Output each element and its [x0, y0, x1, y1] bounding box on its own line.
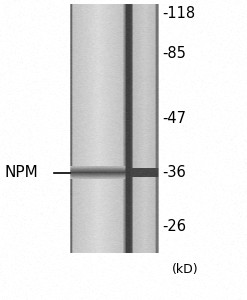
Text: -36: -36 [162, 165, 185, 180]
Text: -26: -26 [162, 219, 186, 234]
Text: (kD): (kD) [172, 263, 198, 277]
Text: NPM: NPM [5, 165, 39, 180]
Text: -85: -85 [162, 46, 186, 61]
Text: -118: -118 [162, 6, 195, 21]
Text: -47: -47 [162, 111, 186, 126]
